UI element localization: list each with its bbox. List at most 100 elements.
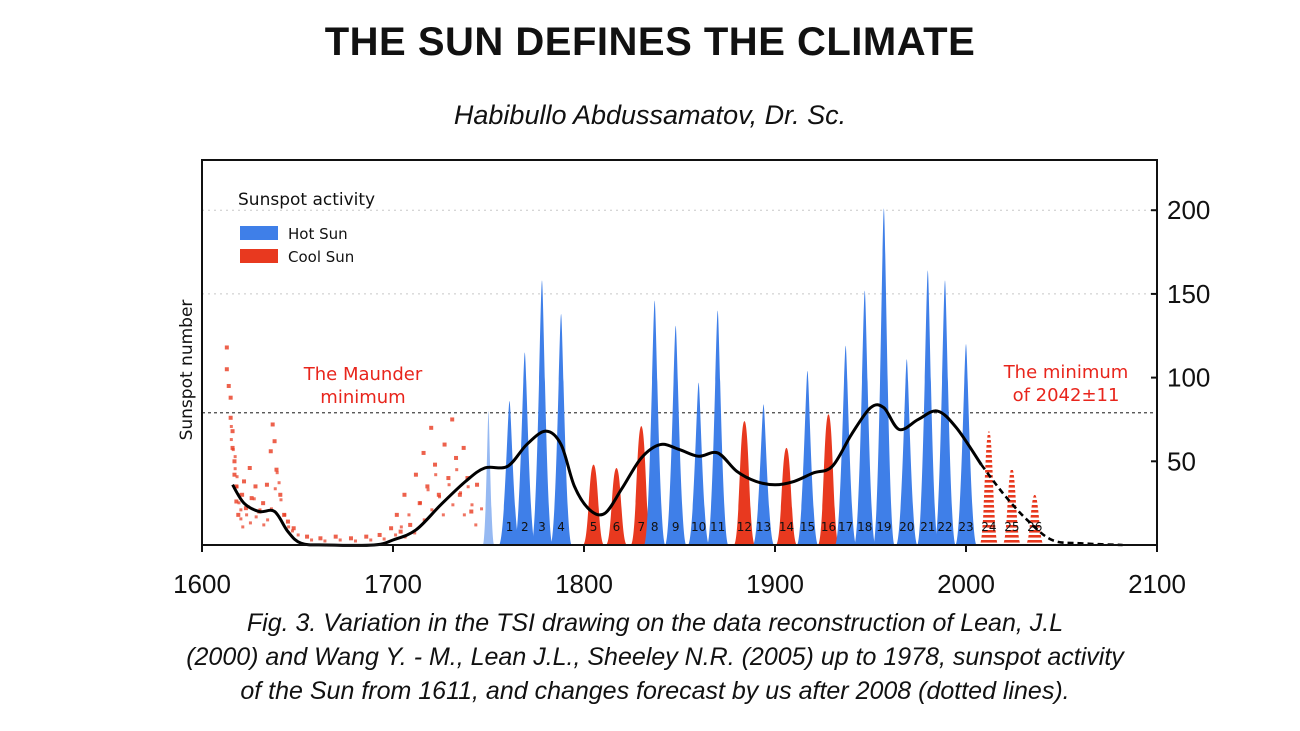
maunder-point: [438, 495, 442, 499]
hot-cycle-13: [752, 404, 775, 545]
hot-cycle-8: [643, 300, 666, 545]
maunder-point: [394, 533, 398, 537]
maunder-point: [268, 449, 273, 454]
page-title: THE SUN DEFINES THE CLIMATE: [324, 20, 976, 64]
legend-swatch-hot: [240, 226, 278, 240]
maunder-point: [261, 501, 266, 506]
maunder-point: [278, 492, 283, 497]
hot-cycle-10: [687, 382, 710, 545]
maunder-point: [273, 487, 277, 491]
legend-title: Sunspot activity: [238, 190, 375, 210]
maunder-point: [240, 492, 245, 497]
maunder-point: [282, 512, 287, 517]
maunder-point: [348, 536, 353, 541]
maunder-point: [305, 534, 310, 539]
cycle-label-12: 12: [737, 520, 752, 534]
trend-forecast-line: [980, 463, 1123, 547]
maunder-point: [461, 445, 466, 450]
cycle-label-9: 9: [672, 520, 680, 534]
maunder-point: [402, 492, 407, 497]
maunder-point: [413, 472, 418, 477]
maunder-point: [338, 538, 342, 542]
maunder-point: [241, 525, 245, 529]
maunder-point: [262, 523, 266, 527]
maunder-point: [232, 459, 237, 464]
maunder-point: [277, 481, 281, 485]
cool-cycle-5: [582, 464, 605, 545]
forecast-cycle-24: [979, 431, 999, 545]
forecast-cycle-25: [1002, 468, 1022, 545]
maunder-point: [291, 526, 296, 531]
maunder-point: [323, 539, 327, 543]
cycle-label-25: 25: [1004, 520, 1019, 534]
maunder-point: [441, 513, 445, 517]
cool-cycle-12: [733, 421, 756, 545]
cycle-label-24: 24: [981, 520, 996, 534]
maunder-point: [228, 415, 233, 420]
caption-line-2: (2000) and Wang Y. - M., Lean J.L., Shee…: [186, 643, 1124, 671]
maunder-point: [243, 506, 248, 511]
hot-cycle-early: [482, 411, 495, 545]
x-tick-label-2100: 2100: [1128, 569, 1186, 599]
maunder-point: [279, 498, 283, 502]
x-tick-label-1900: 1900: [746, 569, 804, 599]
cycle-label-22: 22: [937, 520, 952, 534]
legend-item-cool: Cool Sun: [288, 248, 354, 266]
maunder-point: [450, 417, 455, 422]
cycle-label-20: 20: [899, 520, 914, 534]
maunder-point: [264, 482, 269, 487]
maunder-point: [269, 507, 273, 511]
cycle-label-6: 6: [613, 520, 621, 534]
maunder-point: [457, 492, 462, 497]
cycle-label-19: 19: [876, 520, 891, 534]
maunder-point: [430, 508, 434, 512]
maunder-point: [245, 513, 249, 517]
y-tick-label-50: 50: [1167, 446, 1196, 476]
maunder-point: [454, 455, 459, 460]
maunder-point: [462, 513, 466, 517]
maunder-point: [422, 518, 426, 522]
annotation-2042-line1: The minimum: [1003, 362, 1129, 383]
cycle-label-10: 10: [691, 520, 706, 534]
maunder-point: [253, 484, 258, 489]
legend-item-hot: Hot Sun: [288, 225, 348, 243]
maunder-point: [389, 526, 394, 531]
maunder-point: [447, 483, 451, 487]
x-tick-label-1600: 1600: [173, 569, 231, 599]
hot-cycle-11: [707, 310, 729, 545]
cycle-label-18: 18: [857, 520, 872, 534]
maunder-point: [429, 425, 434, 430]
maunder-point: [475, 482, 480, 487]
hot-cycle-23: [955, 344, 977, 545]
maunder-point: [382, 537, 386, 541]
cycle-label-23: 23: [958, 520, 973, 534]
cycle-label-21: 21: [920, 520, 935, 534]
maunder-point: [285, 519, 290, 524]
maunder-point: [480, 507, 484, 511]
annotation-2042-line2: of 2042±11: [1013, 385, 1120, 406]
author-line: Habibullo Abdussamatov, Dr. Sc.: [453, 100, 847, 130]
maunder-point: [272, 439, 277, 444]
maunder-point: [224, 345, 229, 350]
cycle-label-16: 16: [821, 520, 836, 534]
maunder-point: [249, 496, 254, 501]
legend: Sunspot activity Hot Sun Cool Sun: [238, 190, 375, 266]
maunder-point: [433, 462, 438, 467]
maunder-point: [228, 395, 233, 400]
maunder-point: [230, 429, 235, 434]
maunder-point: [436, 492, 441, 497]
hot-cycle-4: [550, 314, 572, 545]
maunder-point: [407, 513, 411, 517]
maunder-point: [232, 472, 237, 477]
x-tick-label-1800: 1800: [555, 569, 613, 599]
x-tick-label-2000: 2000: [937, 569, 995, 599]
maunder-point: [235, 475, 239, 479]
maunder-point: [310, 538, 314, 542]
cycle-label-3: 3: [538, 520, 546, 534]
maunder-point: [364, 534, 369, 539]
maunder-point: [425, 484, 430, 489]
maunder-point: [474, 523, 478, 527]
cycle-label-13: 13: [756, 520, 771, 534]
maunder-point: [229, 424, 233, 428]
